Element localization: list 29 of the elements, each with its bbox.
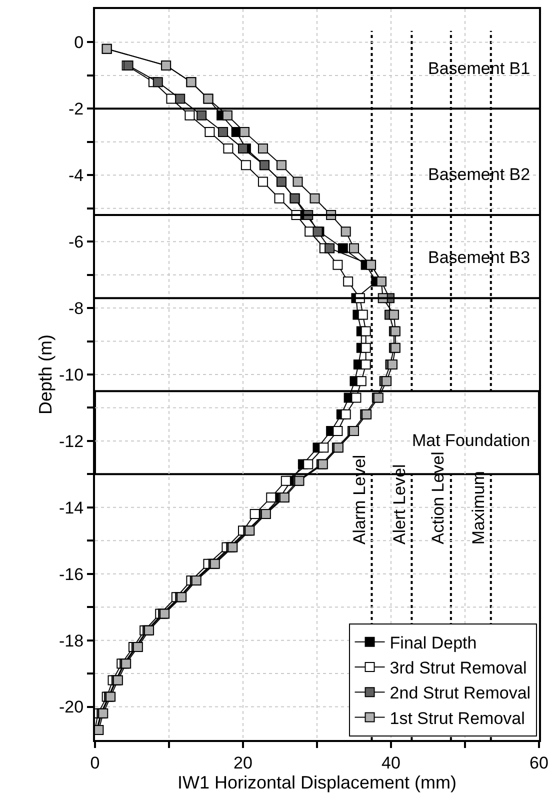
y-tick-label: -6 xyxy=(68,232,84,252)
y-tick-label: -18 xyxy=(59,631,84,650)
legend-label: 1st Strut Removal xyxy=(390,708,525,728)
ref-line-label: Basement B2 xyxy=(428,165,530,184)
ref-line-label: Maximum xyxy=(469,471,488,545)
band-label: Mat Foundation xyxy=(412,431,530,450)
ref-line-label: Alarm Level xyxy=(350,454,369,545)
y-tick-label: -8 xyxy=(68,299,84,318)
x-tick-label: 0 xyxy=(90,753,100,772)
y-tick-label: -4 xyxy=(68,166,84,186)
x-tick-label: 20 xyxy=(234,753,252,772)
x-axis-title: IW1 Horizontal Displacement (mm) xyxy=(177,772,457,792)
y-tick-label: -20 xyxy=(59,698,84,717)
y-tick-label: -10 xyxy=(59,365,84,384)
y-axis-title: Depth (m) xyxy=(36,334,56,415)
legend-label: 3rd Strut Removal xyxy=(390,658,527,678)
legend-label: Final Depth xyxy=(390,634,477,653)
y-tick-label: -16 xyxy=(59,564,84,584)
ref-line-label: Basement B3 xyxy=(428,248,530,267)
y-tick-label: 0 xyxy=(74,33,84,52)
x-tick-label: 60 xyxy=(530,753,548,772)
ref-line-label: Basement B1 xyxy=(428,59,530,78)
y-tick-label: -14 xyxy=(59,498,84,518)
y-tick-label: -2 xyxy=(68,100,84,119)
x-tick-label: 40 xyxy=(382,753,400,772)
ref-line-label: Alert Level xyxy=(390,464,409,545)
ref-line-label: Action Level xyxy=(428,452,448,544)
legend-label: 2nd Strut Removal xyxy=(390,684,531,703)
y-tick-label: -12 xyxy=(59,432,84,451)
